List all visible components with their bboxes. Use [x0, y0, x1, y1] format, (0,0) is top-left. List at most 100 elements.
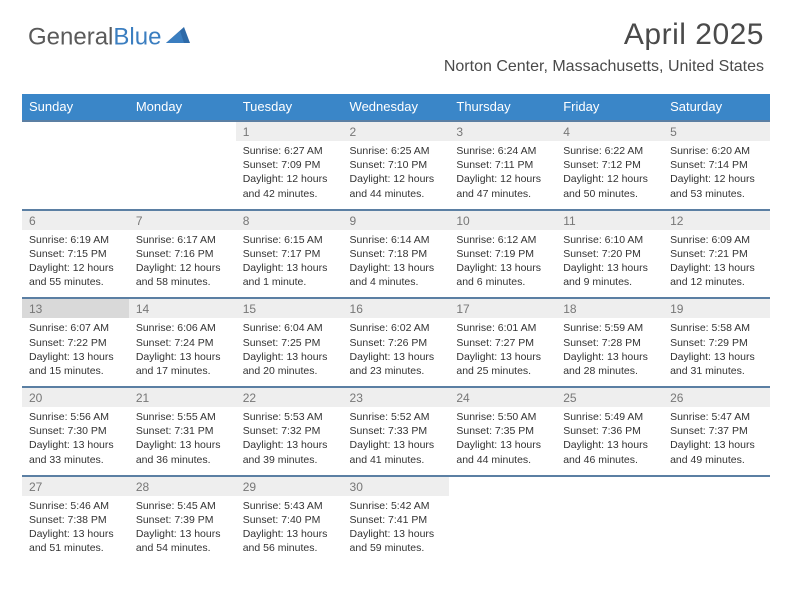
- cell-daylight1: Daylight: 13 hours: [563, 438, 656, 452]
- cell-daylight1: Daylight: 13 hours: [563, 261, 656, 275]
- day-number-cell: 27: [22, 476, 129, 496]
- day-info-cell: Sunrise: 5:42 AMSunset: 7:41 PMDaylight:…: [343, 496, 450, 564]
- day-number-cell: 4: [556, 121, 663, 141]
- day-number-cell: [556, 476, 663, 496]
- cell-sunrise: Sunrise: 5:53 AM: [243, 410, 336, 424]
- day-number-cell: 16: [343, 298, 450, 318]
- info-row: Sunrise: 6:19 AMSunset: 7:15 PMDaylight:…: [22, 230, 770, 299]
- day-info-cell: Sunrise: 6:20 AMSunset: 7:14 PMDaylight:…: [663, 141, 770, 210]
- day-info-cell: Sunrise: 5:55 AMSunset: 7:31 PMDaylight:…: [129, 407, 236, 476]
- day-number-cell: 11: [556, 210, 663, 230]
- cell-daylight1: Daylight: 13 hours: [563, 350, 656, 364]
- day-info-cell: Sunrise: 5:47 AMSunset: 7:37 PMDaylight:…: [663, 407, 770, 476]
- cell-sunset: Sunset: 7:18 PM: [350, 247, 443, 261]
- cell-daylight1: Daylight: 13 hours: [29, 350, 122, 364]
- cell-daylight1: Daylight: 12 hours: [456, 172, 549, 186]
- day-info-cell: Sunrise: 5:46 AMSunset: 7:38 PMDaylight:…: [22, 496, 129, 564]
- day-info-cell: Sunrise: 6:14 AMSunset: 7:18 PMDaylight:…: [343, 230, 450, 299]
- cell-sunset: Sunset: 7:33 PM: [350, 424, 443, 438]
- day-info-cell: [556, 496, 663, 564]
- location-subtitle: Norton Center, Massachusetts, United Sta…: [28, 58, 764, 76]
- cell-sunset: Sunset: 7:32 PM: [243, 424, 336, 438]
- cell-daylight2: and 28 minutes.: [563, 364, 656, 378]
- cell-sunrise: Sunrise: 6:25 AM: [350, 144, 443, 158]
- cell-sunset: Sunset: 7:26 PM: [350, 336, 443, 350]
- cell-daylight2: and 51 minutes.: [29, 541, 122, 555]
- cell-daylight2: and 54 minutes.: [136, 541, 229, 555]
- cell-sunrise: Sunrise: 5:45 AM: [136, 499, 229, 513]
- day-info-cell: Sunrise: 6:17 AMSunset: 7:16 PMDaylight:…: [129, 230, 236, 299]
- cell-daylight2: and 56 minutes.: [243, 541, 336, 555]
- cell-daylight1: Daylight: 13 hours: [243, 261, 336, 275]
- day-number-cell: 7: [129, 210, 236, 230]
- cell-daylight2: and 6 minutes.: [456, 275, 549, 289]
- cell-daylight2: and 58 minutes.: [136, 275, 229, 289]
- cell-sunset: Sunset: 7:14 PM: [670, 158, 763, 172]
- cell-sunrise: Sunrise: 6:12 AM: [456, 233, 549, 247]
- day-info-cell: [22, 141, 129, 210]
- day-header: Saturday: [663, 94, 770, 121]
- cell-daylight2: and 44 minutes.: [350, 187, 443, 201]
- day-info-cell: Sunrise: 5:45 AMSunset: 7:39 PMDaylight:…: [129, 496, 236, 564]
- cell-sunset: Sunset: 7:38 PM: [29, 513, 122, 527]
- day-header: Monday: [129, 94, 236, 121]
- info-row: Sunrise: 6:27 AMSunset: 7:09 PMDaylight:…: [22, 141, 770, 210]
- cell-daylight1: Daylight: 13 hours: [136, 438, 229, 452]
- cell-daylight1: Daylight: 13 hours: [670, 350, 763, 364]
- day-number-cell: 1: [236, 121, 343, 141]
- day-info-cell: Sunrise: 6:04 AMSunset: 7:25 PMDaylight:…: [236, 318, 343, 387]
- cell-sunset: Sunset: 7:36 PM: [563, 424, 656, 438]
- day-number-cell: 5: [663, 121, 770, 141]
- cell-sunset: Sunset: 7:37 PM: [670, 424, 763, 438]
- day-info-cell: Sunrise: 6:10 AMSunset: 7:20 PMDaylight:…: [556, 230, 663, 299]
- cell-sunrise: Sunrise: 6:02 AM: [350, 321, 443, 335]
- cell-daylight2: and 9 minutes.: [563, 275, 656, 289]
- cell-daylight2: and 59 minutes.: [350, 541, 443, 555]
- day-header: Friday: [556, 94, 663, 121]
- day-info-cell: Sunrise: 5:43 AMSunset: 7:40 PMDaylight:…: [236, 496, 343, 564]
- cell-sunrise: Sunrise: 6:07 AM: [29, 321, 122, 335]
- cell-sunrise: Sunrise: 6:19 AM: [29, 233, 122, 247]
- brand-triangle-icon: [166, 22, 190, 50]
- cell-daylight2: and 31 minutes.: [670, 364, 763, 378]
- cell-daylight2: and 53 minutes.: [670, 187, 763, 201]
- day-number-cell: 29: [236, 476, 343, 496]
- cell-daylight1: Daylight: 13 hours: [456, 261, 549, 275]
- day-number-cell: 25: [556, 387, 663, 407]
- day-number-cell: [22, 121, 129, 141]
- cell-sunset: Sunset: 7:28 PM: [563, 336, 656, 350]
- calendar-container: Sunday Monday Tuesday Wednesday Thursday…: [22, 94, 770, 563]
- page-header: GeneralBlue April 2025 Norton Center, Ma…: [0, 0, 792, 84]
- cell-daylight2: and 50 minutes.: [563, 187, 656, 201]
- day-number-cell: 22: [236, 387, 343, 407]
- day-number-cell: 21: [129, 387, 236, 407]
- cell-daylight2: and 41 minutes.: [350, 453, 443, 467]
- cell-daylight2: and 1 minute.: [243, 275, 336, 289]
- daynum-row: 20212223242526: [22, 387, 770, 407]
- cell-sunrise: Sunrise: 5:43 AM: [243, 499, 336, 513]
- cell-daylight1: Daylight: 12 hours: [243, 172, 336, 186]
- day-header: Thursday: [449, 94, 556, 121]
- day-info-cell: [129, 141, 236, 210]
- day-number-cell: 2: [343, 121, 450, 141]
- day-number-cell: 8: [236, 210, 343, 230]
- cell-daylight2: and 42 minutes.: [243, 187, 336, 201]
- daynum-row: 27282930: [22, 476, 770, 496]
- day-number-cell: 26: [663, 387, 770, 407]
- day-info-cell: Sunrise: 6:27 AMSunset: 7:09 PMDaylight:…: [236, 141, 343, 210]
- info-row: Sunrise: 6:07 AMSunset: 7:22 PMDaylight:…: [22, 318, 770, 387]
- cell-daylight2: and 49 minutes.: [670, 453, 763, 467]
- day-info-cell: Sunrise: 6:06 AMSunset: 7:24 PMDaylight:…: [129, 318, 236, 387]
- day-info-cell: Sunrise: 5:52 AMSunset: 7:33 PMDaylight:…: [343, 407, 450, 476]
- cell-daylight1: Daylight: 13 hours: [456, 350, 549, 364]
- day-info-cell: Sunrise: 5:50 AMSunset: 7:35 PMDaylight:…: [449, 407, 556, 476]
- cell-sunrise: Sunrise: 6:24 AM: [456, 144, 549, 158]
- day-header: Wednesday: [343, 94, 450, 121]
- cell-sunset: Sunset: 7:21 PM: [670, 247, 763, 261]
- cell-sunrise: Sunrise: 5:47 AM: [670, 410, 763, 424]
- cell-daylight2: and 39 minutes.: [243, 453, 336, 467]
- cell-daylight1: Daylight: 12 hours: [350, 172, 443, 186]
- cell-daylight1: Daylight: 13 hours: [456, 438, 549, 452]
- day-number-cell: 15: [236, 298, 343, 318]
- day-info-cell: Sunrise: 5:58 AMSunset: 7:29 PMDaylight:…: [663, 318, 770, 387]
